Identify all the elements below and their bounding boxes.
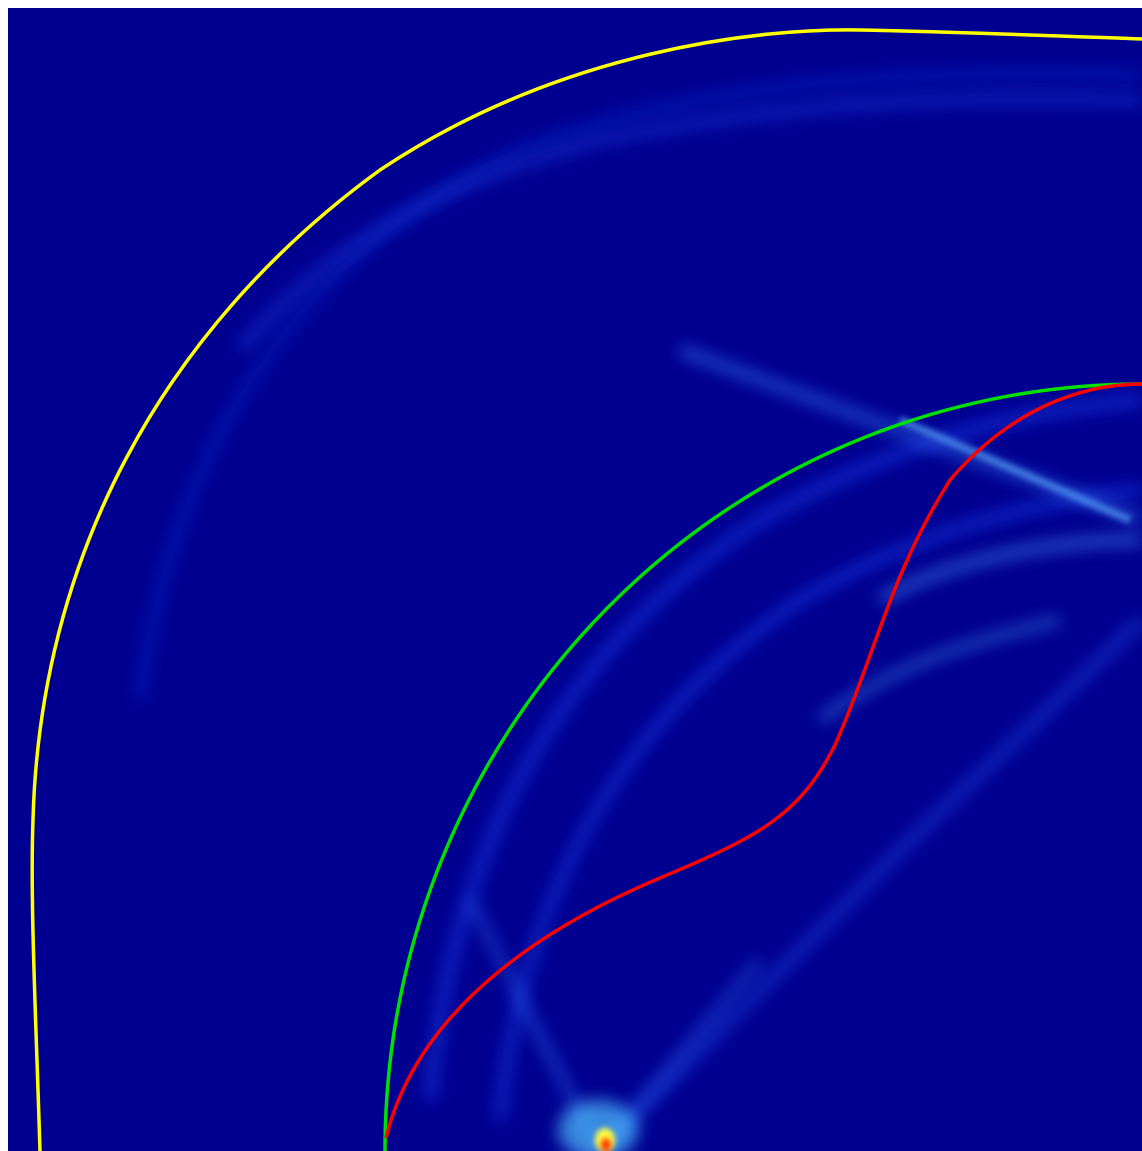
wavefield-image xyxy=(0,0,1142,1151)
background xyxy=(8,8,1142,1151)
page xyxy=(0,0,1142,1151)
